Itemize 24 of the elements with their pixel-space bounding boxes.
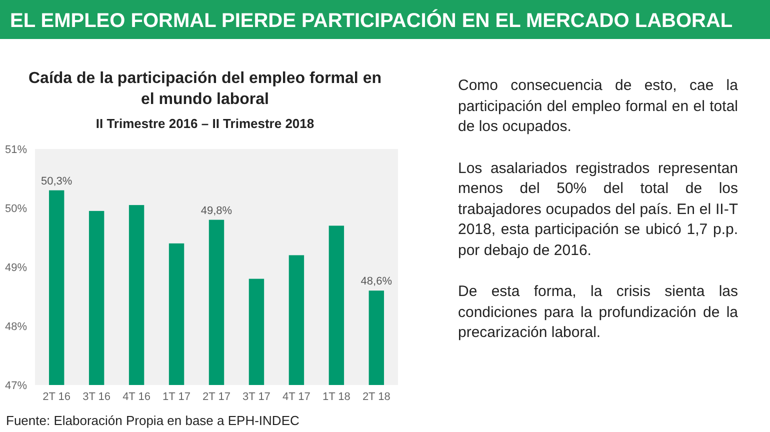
data-label: 50,3% (40, 175, 72, 188)
text: II Trimestre 2016 – II Trimestre 2018 (96, 116, 314, 131)
y-tick-label: 50% (4, 203, 28, 215)
x-tick-label: 2T 16 (42, 391, 71, 403)
data-label: 49,8% (200, 204, 232, 217)
chart-subtitle: Caída de la participación del empleo formal en el mundo laboral (28, 70, 382, 108)
x-tick-label: 4T 17 (282, 391, 310, 403)
y-tick-label: 49% (4, 262, 28, 274)
y-tick-label: 51% (4, 144, 28, 156)
text: Como consecuencia de esto, cae la participación del empleo formal en el total de los ocupados. (458, 76, 738, 137)
y-tick-label: 48% (4, 321, 28, 333)
text: Los asalariados registrados representan menos del 50% del total de los trabajadores ocupados del país. En el II-T 2018, esta participación se ubicó 1,7 p.p. por debajo de 2016. (458, 158, 738, 260)
x-tick-label: 4T 16 (122, 391, 151, 403)
data-label: 48,6% (360, 276, 392, 288)
source-note: Fuente: Elaboración Propia en base a EPH-INDEC (6, 413, 300, 428)
text: De esta forma, la crisis sienta las condiciones para la profundización de la precarización laboral. (458, 282, 738, 343)
x-tick-label: 2T 18 (362, 391, 390, 403)
x-tick-label: 3T 17 (242, 391, 270, 403)
chart-title: EL EMPLEO FORMAL PIERDE PARTICIPACIÓN EN EL MERCADO LABORAL (10, 9, 733, 32)
x-tick-label: 3T 16 (82, 391, 111, 403)
y-tick-label: 47% (4, 380, 28, 392)
x-tick-label: 1T 18 (322, 391, 350, 403)
x-tick-label: 2T 17 (202, 391, 230, 403)
x-tick-label: 1T 17 (162, 391, 190, 403)
